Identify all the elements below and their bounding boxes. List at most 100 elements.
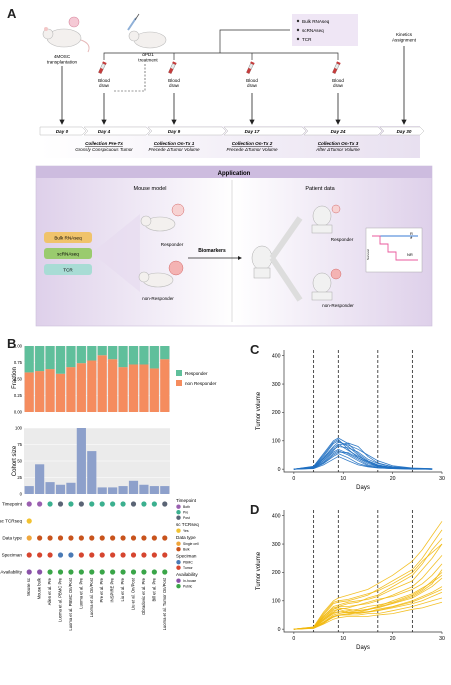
cohort-bar	[45, 482, 55, 494]
legend-label-responder: Responder	[185, 371, 208, 376]
assay-tcr-label: TCR	[302, 37, 312, 42]
legend-item-label: Both	[183, 505, 190, 509]
cohort-bar	[55, 484, 66, 494]
legend-item-label: Single cell	[183, 542, 199, 546]
meta-dot	[78, 535, 84, 541]
svg-text:Day 0: Day 0	[56, 129, 69, 134]
meta-dot	[47, 501, 53, 507]
meta-dot	[57, 552, 64, 558]
ytick-label: 100	[272, 599, 281, 605]
panel-b-figure: Fraction Cohort size 0.00 0.25 0.50 0.75 1.0…	[0, 344, 217, 631]
fraction-bar-non-responder	[97, 355, 107, 412]
fraction-bar-responder	[76, 346, 86, 364]
ytick-label: 400	[272, 353, 281, 359]
category-label: Bill et al. Pre	[151, 577, 156, 601]
cohort-ytick: 25	[17, 475, 22, 480]
cohort-bar	[160, 486, 170, 494]
svg-text:Collection Pre-Tx: Collection Pre-Tx	[85, 141, 123, 146]
svg-text:Grossly Conspicuous Tumor: Grossly Conspicuous Tumor	[75, 147, 133, 152]
timeline-chevrons	[39, 126, 425, 136]
ytick-label: 100	[272, 439, 281, 445]
xtick-label: 20	[390, 476, 396, 482]
meta-dot	[26, 552, 32, 558]
meta-dot	[110, 501, 116, 507]
fraction-stacked-bar-chart: 0.00 0.25 0.50 0.75 1.00	[14, 344, 170, 415]
tumor-trajectory-line	[293, 441, 433, 470]
legend-group-title: Data type	[176, 535, 196, 540]
assay-sc-label: scRNAseq	[302, 28, 324, 33]
meta-dot	[89, 552, 95, 558]
xtick-label: 10	[340, 636, 346, 642]
category-label: Pre et al. Pre	[99, 577, 104, 602]
cohort-size-bar-chart: 0 25 50 75 100	[15, 426, 170, 497]
tumor-trajectory-line	[293, 442, 433, 470]
xtick-label: 30	[439, 636, 445, 642]
legend-dot	[176, 578, 181, 583]
legend-group-title: Speciman	[176, 554, 197, 559]
fraction-bar-non-responder	[87, 360, 97, 412]
meta-dot	[162, 501, 168, 507]
ytick-label: 300	[272, 542, 281, 548]
mouse-nonresponder-label: non-Responder	[142, 296, 174, 301]
fraction-bar-responder	[66, 346, 76, 368]
meta-dot	[26, 569, 32, 575]
fraction-bar-non-responder	[160, 359, 170, 412]
legend-dot	[176, 510, 181, 515]
meta-dot	[37, 501, 43, 507]
fraction-bar-non-responder	[139, 364, 149, 412]
meta-dot	[26, 518, 32, 524]
meta-dot	[89, 535, 95, 541]
meta-dot	[37, 569, 43, 575]
meta-dot	[26, 535, 32, 541]
assay-list-box	[292, 14, 358, 46]
meta-dot	[120, 535, 126, 541]
meta-dot	[141, 569, 147, 575]
patient-head-icon	[251, 245, 273, 279]
fraction-bar-non-responder	[55, 373, 66, 412]
fraction-bar-responder	[87, 346, 97, 361]
meta-dot	[110, 535, 116, 541]
legend-dot	[176, 528, 181, 533]
fraction-bar-responder	[128, 346, 139, 365]
legend-dot	[176, 547, 181, 552]
meta-dot	[162, 552, 168, 558]
cohort-bar	[128, 480, 139, 494]
cohort-ytick: 75	[17, 442, 22, 447]
tumor-trajectory-line	[293, 543, 443, 630]
ytick-label: 400	[272, 513, 281, 519]
timeline-days: Day 0 Day 4 Day 9 Day 17 Day 24 Day 30	[56, 129, 412, 134]
legend-dot	[176, 515, 181, 520]
svg-text:Collection On-Tx 1: Collection On-Tx 1	[154, 141, 195, 146]
meta-row-label: Availability	[0, 570, 22, 575]
meta-dot	[26, 501, 32, 507]
meta-dot	[151, 535, 157, 541]
fraction-bar-non-responder	[128, 364, 139, 412]
meta-dot	[47, 569, 53, 575]
ytick-label: 0	[278, 467, 281, 473]
fraction-bar-responder	[160, 346, 170, 360]
fraction-bar-non-responder	[76, 363, 86, 412]
legend-group-title: Timepoint	[176, 498, 197, 503]
axes	[283, 510, 442, 633]
legend-item-label: PBMC	[183, 561, 193, 565]
mouse-responder-label: Responder	[161, 242, 184, 247]
metadata-dot-matrix: Timepoint sc TCRseq Data type Speciman Avail…	[0, 501, 168, 631]
meta-row-label: sc TCRseq	[0, 519, 22, 524]
blood-draw-icons	[98, 61, 341, 74]
fraction-bar-non-responder	[66, 367, 76, 412]
fraction-bar-responder	[97, 346, 107, 356]
cohort-ytick: 100	[15, 426, 23, 431]
tumor-trajectory-line	[293, 443, 433, 470]
meta-dot	[120, 501, 126, 507]
meta-dot	[57, 501, 64, 507]
mouse-model-heading: Mouse model	[133, 186, 166, 192]
responder-mouse-icon	[140, 203, 185, 232]
y-axis-label: Tumor volume	[256, 551, 262, 590]
km-r-label: R	[410, 231, 413, 236]
panel-a-figure: Bulk RNAseq scRNAseq TCR 4MOSC transplant…	[35, 13, 433, 327]
assay-bulk-label: Bulk RNAseq	[302, 19, 330, 24]
meta-dot	[151, 501, 157, 507]
